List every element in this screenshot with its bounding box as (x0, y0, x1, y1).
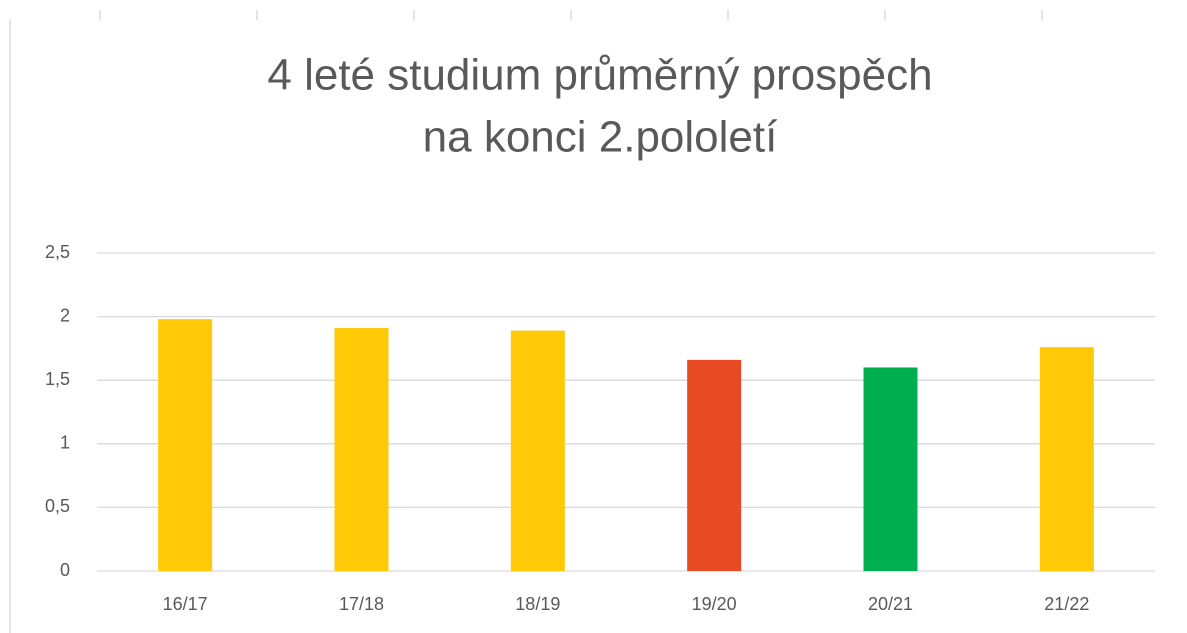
sheet-decoration (9, 10, 1043, 633)
x-tick-label: 16/17 (163, 594, 208, 614)
y-tick-label: 1 (60, 433, 70, 453)
bar (334, 328, 389, 571)
x-tick-label: 19/20 (692, 594, 737, 614)
y-tick-label: 0,5 (45, 496, 70, 516)
x-tick-label: 18/19 (515, 594, 560, 614)
bar (687, 359, 742, 571)
x-tick-label: 17/18 (339, 594, 384, 614)
bar (1039, 347, 1094, 571)
bar (158, 319, 213, 571)
y-tick-label: 1,5 (45, 369, 70, 389)
chart-title: na konci 2.pololetí (423, 113, 778, 162)
bar (510, 330, 565, 571)
bar (863, 367, 918, 571)
chart-title: 4 leté studium průměrný prospěch (267, 51, 932, 100)
y-tick-label: 0 (60, 560, 70, 580)
y-tick-label: 2 (60, 305, 70, 325)
x-tick-label: 21/22 (1044, 594, 1089, 614)
x-tick-label: 20/21 (868, 594, 913, 614)
y-tick-label: 2,5 (45, 242, 70, 262)
